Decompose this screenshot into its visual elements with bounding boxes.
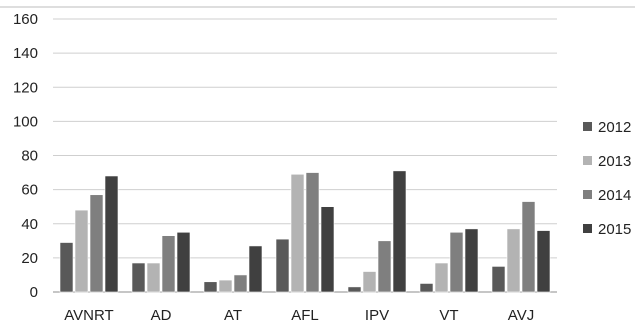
y-tick-label: 0	[30, 284, 38, 301]
bar-avnrt-2012	[59, 242, 74, 293]
legend-swatch	[583, 190, 592, 199]
x-tick-label: AFL	[291, 307, 319, 324]
bar-at-2012	[203, 281, 218, 293]
bar-avnrt-2014	[89, 194, 104, 293]
bar-vt-2012	[419, 283, 434, 293]
legend-label: 2012	[598, 119, 631, 136]
legend-swatch	[583, 224, 592, 233]
bar-vt-2013	[434, 262, 449, 293]
x-tick-label: AT	[224, 307, 242, 324]
bar-afl-2014	[305, 172, 320, 293]
legend: 2012 2013 2014 2015	[583, 119, 631, 238]
bar-avnrt-2015	[104, 175, 119, 293]
y-tick-label: 120	[13, 79, 38, 96]
bar-afl-2015	[320, 206, 335, 293]
bar-at-2014	[233, 274, 248, 293]
x-tick-label: AVNRT	[64, 307, 113, 324]
bar-ipv-2012	[347, 286, 362, 293]
bar-vt-2015	[464, 228, 479, 293]
y-tick-label: 20	[21, 250, 38, 267]
legend-swatch	[583, 122, 592, 131]
y-tick-label: 40	[21, 216, 38, 233]
bar-at-2013	[218, 279, 233, 293]
bar-afl-2012	[275, 238, 290, 293]
bar-avj-2015	[536, 230, 551, 293]
x-tick-label: VT	[439, 307, 458, 324]
y-tick-label: 80	[21, 148, 38, 165]
bar-ad-2012	[131, 262, 146, 293]
bar-avj-2012	[491, 266, 506, 293]
x-tick-label: IPV	[365, 307, 389, 324]
bar-afl-2013	[290, 173, 305, 293]
x-tick-label: AVJ	[508, 307, 534, 324]
legend-label: 2013	[598, 153, 631, 170]
y-tick-label: 160	[13, 11, 38, 28]
bar-ipv-2013	[362, 271, 377, 293]
bar-ad-2015	[176, 231, 191, 293]
bar-vt-2014	[449, 231, 464, 293]
y-tick-label: 100	[13, 113, 38, 130]
x-axis-ticks: AVNRT AD AT AFL IPV VT AVJ	[64, 307, 534, 324]
legend-label: 2015	[598, 221, 631, 238]
y-tick-label: 140	[13, 45, 38, 62]
bar-ad-2014	[161, 235, 176, 293]
bar-ipv-2015	[392, 170, 407, 293]
legend-label: 2014	[598, 187, 631, 204]
y-axis-ticks: 0 20 40 60 80 100 120 140 160	[13, 11, 38, 301]
bar-ad-2013	[146, 262, 161, 293]
bar-avj-2014	[521, 201, 536, 293]
gridlines	[53, 18, 557, 293]
legend-swatch	[583, 156, 592, 165]
bar-ipv-2014	[377, 240, 392, 293]
bar-avnrt-2013	[74, 209, 89, 293]
bar-avj-2013	[506, 228, 521, 293]
bar-at-2015	[248, 245, 263, 293]
bars	[59, 170, 551, 293]
x-tick-label: AD	[151, 307, 172, 324]
y-tick-label: 60	[21, 182, 38, 199]
